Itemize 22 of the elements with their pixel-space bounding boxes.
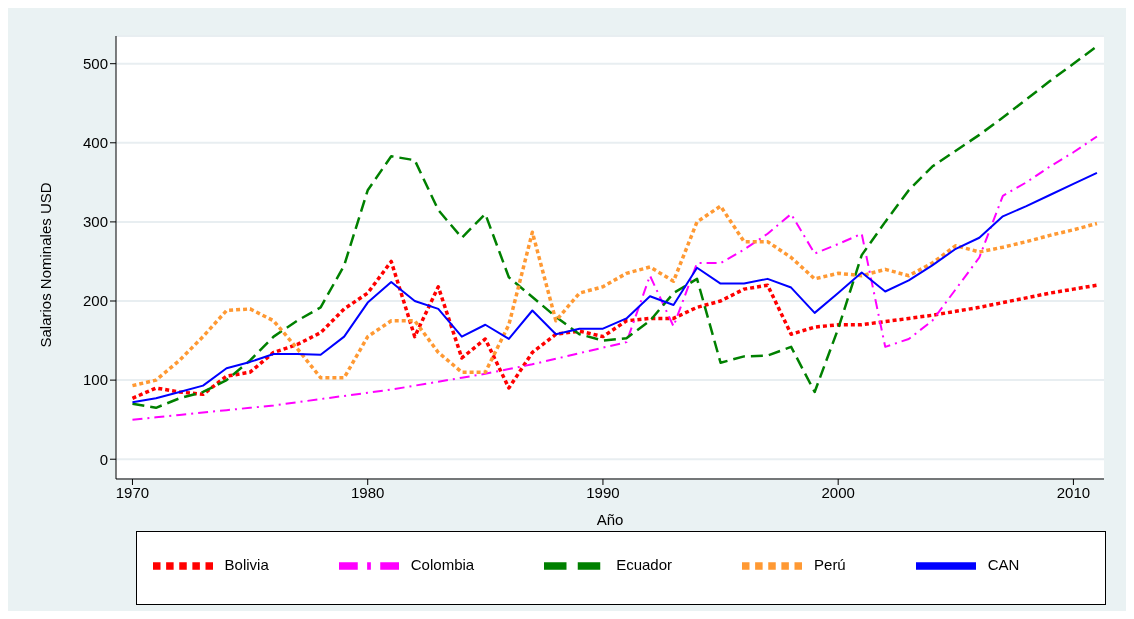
y-tick-label: 200 — [82, 292, 108, 310]
line-series — [131, 171, 1098, 404]
y-axis-title: Salarios Nominales USD — [37, 182, 55, 348]
x-tick-label: 2010 — [1056, 483, 1091, 501]
legend-label: CAN — [987, 556, 1020, 574]
line-series — [131, 135, 1098, 421]
legend-label: Bolivia — [224, 556, 269, 574]
y-tick-label: 400 — [82, 134, 108, 152]
line-series — [130, 259, 1099, 401]
y-tick-label: 500 — [82, 55, 108, 73]
line-series — [130, 204, 1099, 388]
y-tick-label: 300 — [82, 213, 108, 231]
x-tick-label: 1990 — [586, 483, 620, 501]
x-tick-label: 1970 — [115, 483, 150, 501]
x-tick-label: 1980 — [351, 483, 385, 501]
y-tick-label: 100 — [82, 371, 108, 389]
x-axis-title: Año — [596, 511, 624, 528]
x-tick-label: 2000 — [821, 483, 855, 501]
legend-label: Perú — [814, 556, 846, 574]
legend-label: Colombia — [410, 556, 475, 574]
y-tick-label: 0 — [99, 450, 108, 468]
legend-label: Ecuador — [616, 556, 673, 574]
